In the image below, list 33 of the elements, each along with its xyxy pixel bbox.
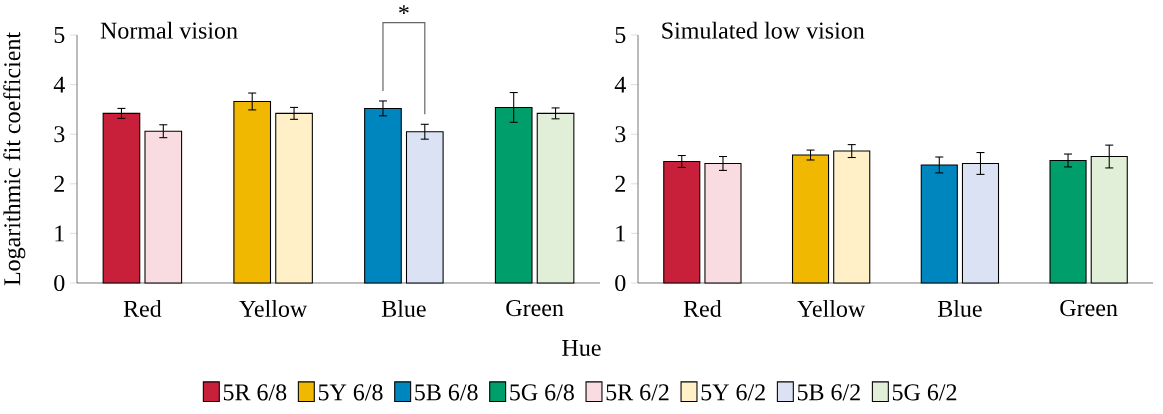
- y-tick-label: 5: [54, 27, 65, 43]
- y-tick-label: 4: [53, 76, 65, 93]
- y-axis-title: Logarithmic fit coefficient: [3, 32, 26, 286]
- x-tick-label: Blue: [381, 300, 426, 317]
- legend-label: 5B 6/8: [415, 384, 478, 401]
- x-tick-label: Green: [506, 300, 564, 317]
- legend-label: 5R 6/8: [223, 384, 287, 401]
- y-tick-label: 1: [616, 225, 625, 242]
- x-axis-title: Hue: [562, 340, 601, 356]
- legend-label: 5Y 6/8: [318, 384, 383, 401]
- y-tick-label: 2: [615, 175, 625, 192]
- x-tick-label: Red: [683, 300, 722, 317]
- x-tick-label: Green: [1060, 300, 1118, 317]
- y-tick-label: 3: [54, 126, 65, 143]
- x-tick-label: Blue: [937, 300, 982, 317]
- legend-label: 5R 6/2: [606, 384, 669, 401]
- y-tick-label: 3: [615, 126, 626, 143]
- text: *: [399, 5, 409, 15]
- legend-label: 5Y 6/2: [701, 384, 765, 401]
- legend-label: 5G 6/8: [510, 384, 574, 401]
- legend-label: 5G 6/2: [892, 384, 957, 401]
- y-tick-label: 4: [614, 76, 626, 93]
- legend-label: 5B 6/2: [797, 384, 860, 401]
- y-tick-label: 5: [615, 27, 626, 43]
- x-tick-label: Yellow: [239, 300, 308, 317]
- chart-title: Simulated low vision: [662, 21, 865, 39]
- y-tick-label: 2: [54, 175, 64, 192]
- y-tick-label: 0: [615, 274, 626, 292]
- chart-title: Normal vision: [100, 21, 238, 39]
- x-tick-label: Yellow: [797, 300, 866, 317]
- y-tick-label: 1: [55, 225, 64, 242]
- y-tick-label: 0: [54, 274, 65, 292]
- x-tick-label: Red: [123, 300, 162, 317]
